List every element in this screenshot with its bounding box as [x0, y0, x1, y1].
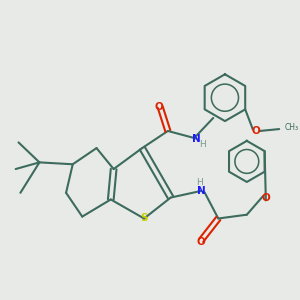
- Text: H: H: [196, 178, 203, 188]
- Text: H: H: [199, 140, 206, 149]
- Text: S: S: [140, 214, 148, 224]
- Text: O: O: [154, 102, 163, 112]
- Text: N: N: [192, 134, 201, 144]
- Text: CH₃: CH₃: [285, 123, 299, 132]
- Text: O: O: [197, 237, 206, 247]
- Text: O: O: [252, 126, 261, 136]
- Text: N: N: [197, 186, 206, 196]
- Text: O: O: [262, 193, 270, 202]
